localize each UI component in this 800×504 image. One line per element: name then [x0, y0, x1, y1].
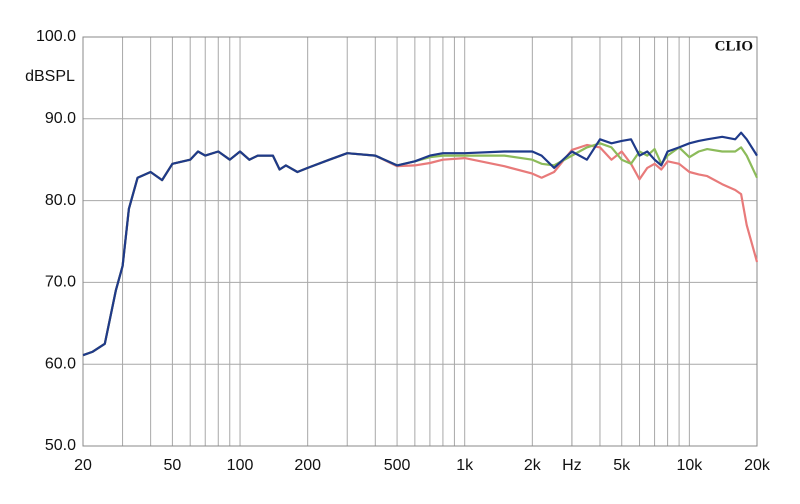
- x-tick-label: 100: [227, 457, 254, 474]
- y-tick-label: 50.0: [45, 437, 76, 454]
- x-tick-label: 10k: [676, 457, 703, 474]
- x-tick-label: 2k: [524, 457, 542, 474]
- x-tick-label: 50: [164, 457, 182, 474]
- x-tick-label: 1k: [456, 457, 474, 474]
- x-tick-label: 20k: [744, 457, 771, 474]
- x-tick-label: 200: [294, 457, 321, 474]
- y-tick-label: 80.0: [45, 192, 76, 209]
- y-axis-label: dBSPL: [25, 68, 75, 85]
- x-tick-label: 5k: [613, 457, 631, 474]
- x-tick-label: 20: [74, 457, 92, 474]
- y-tick-label: 100.0: [36, 28, 76, 45]
- y-tick-label: 90.0: [45, 110, 76, 127]
- response-line: [82, 131, 758, 357]
- x-tick-label: 500: [384, 457, 411, 474]
- plot-border: [82, 36, 758, 447]
- watermark: CLIO: [715, 38, 753, 54]
- y-tick-label: 70.0: [45, 274, 76, 291]
- x-tick-label: Hz: [562, 457, 582, 474]
- y-tick-label: 60.0: [45, 355, 76, 372]
